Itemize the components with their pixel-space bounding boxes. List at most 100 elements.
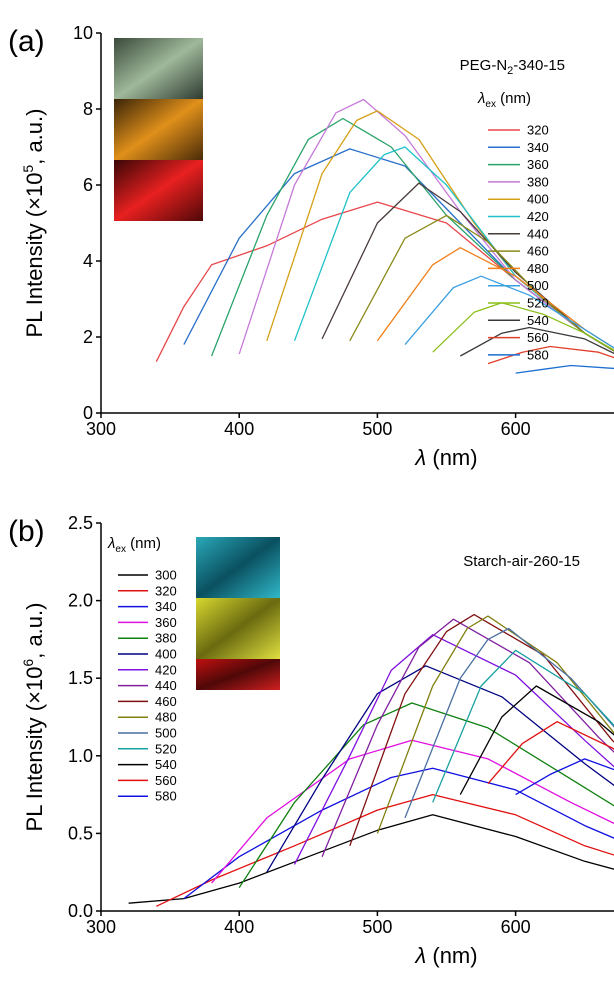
panel-label: (b) [8,515,45,548]
legend-label: 460 [527,244,549,259]
annotation: PEG-N2-340-15 [460,57,565,77]
series-line [238,702,614,889]
x-tick-label: 600 [501,419,531,439]
legend-label: 560 [155,773,177,788]
y-label-main: PL Intensity (×10 [22,667,47,832]
legend-title-sub: ex [115,544,126,555]
x-tick-label: 500 [362,419,392,439]
legend-label: 520 [527,296,549,311]
series-line [155,201,614,362]
series-line [515,364,614,374]
series-line [210,117,614,357]
series-line [376,615,614,834]
legend-label: 520 [155,741,177,756]
inset-image-a [114,38,203,221]
y-axis-label: PL Intensity (×105, a.u.) [20,109,47,338]
series-line [404,275,614,349]
legend-title-symbol: λ [107,535,115,552]
y-tick-label: 1.5 [68,668,93,688]
inset-image-b [196,537,280,690]
legend-label: 400 [155,647,177,662]
x-label-symbol: λ [414,943,426,968]
x-tick-label: 500 [362,917,392,937]
legend-title-unit: (nm) [496,90,531,107]
legend-label: 540 [527,313,549,328]
series-line [349,214,614,352]
legend-label: 360 [155,615,177,630]
panel-label: (a) [8,25,45,58]
x-tick-label: 600 [501,917,531,937]
y-label-rest: , a.u.) [22,603,47,659]
x-tick-label: 400 [224,419,254,439]
y-tick-label: 10 [73,23,93,43]
legend-label: 580 [527,347,549,362]
legend-label: 580 [155,789,177,804]
series-line [487,345,614,365]
legend-label: 380 [155,631,177,646]
x-label-unit: (nm) [426,943,477,968]
panel: 3004005006007008000.00.51.01.52.02.5(b)λ… [8,513,614,968]
legend-label: 360 [527,157,549,172]
series-line [376,247,614,349]
legend-label: 480 [155,710,177,725]
series-line [349,613,614,847]
series-line [266,665,614,873]
series-line [266,110,614,352]
series-line [432,302,614,353]
series-line [487,721,614,785]
legend-title-unit: (nm) [126,535,161,552]
series-line [321,618,614,857]
series-line [432,649,614,803]
series-line [321,182,614,352]
legend-label: 420 [155,662,177,677]
annotation-part: 2 [507,65,513,77]
x-label-symbol: λ [414,445,426,470]
series-line [459,326,614,357]
legend-label: 380 [527,174,549,189]
legend-label: 440 [155,678,177,693]
y-axis-label: PL Intensity (×106, a.u.) [20,603,47,832]
legend-label: 340 [155,599,177,614]
series-line [128,814,614,904]
x-tick-label: 300 [86,419,116,439]
series-line [211,739,614,884]
series-line [293,634,614,865]
legend-label: 500 [527,278,549,293]
legend-title-sub: ex [485,99,496,110]
legend-label: 320 [527,123,549,138]
y-tick-label: 0 [83,403,93,423]
y-tick-label: 0.0 [68,901,93,921]
y-tick-label: 2 [83,327,93,347]
x-label-unit: (nm) [426,445,477,470]
legend-label: 540 [155,757,177,772]
legend-label: 440 [527,226,549,241]
y-tick-label: 0.5 [68,823,93,843]
annotation: Starch-air-260-15 [463,553,580,570]
legend-label: 300 [155,568,177,583]
x-axis-label: λ (nm) [414,943,477,968]
legend-title: λex (nm) [107,535,161,555]
legend-label: 500 [155,726,177,741]
x-axis-label: λ (nm) [414,445,477,470]
panel: 3004005006007008000246810(a)λ (nm)PL Int… [8,23,614,470]
annotation-part: Starch-air-260-15 [463,553,580,570]
legend-title-symbol: λ [477,90,485,107]
series-line [238,98,614,355]
legend-label: 480 [527,261,549,276]
y-tick-label: 2.0 [68,591,93,611]
legend-label: 400 [527,192,549,207]
x-tick-label: 400 [224,917,254,937]
legend-title: λex (nm) [477,90,531,110]
legend-label: 460 [155,694,177,709]
legend-label: 560 [527,330,549,345]
series-line [459,685,614,795]
series-line [183,767,614,900]
x-tick-label: 300 [86,917,116,937]
legend-label: 320 [155,583,177,598]
y-label-exp: 5 [20,165,36,173]
annotation-part: -340-15 [513,57,565,74]
series-line [404,627,614,819]
series-line [183,148,614,352]
series-line [293,146,614,352]
